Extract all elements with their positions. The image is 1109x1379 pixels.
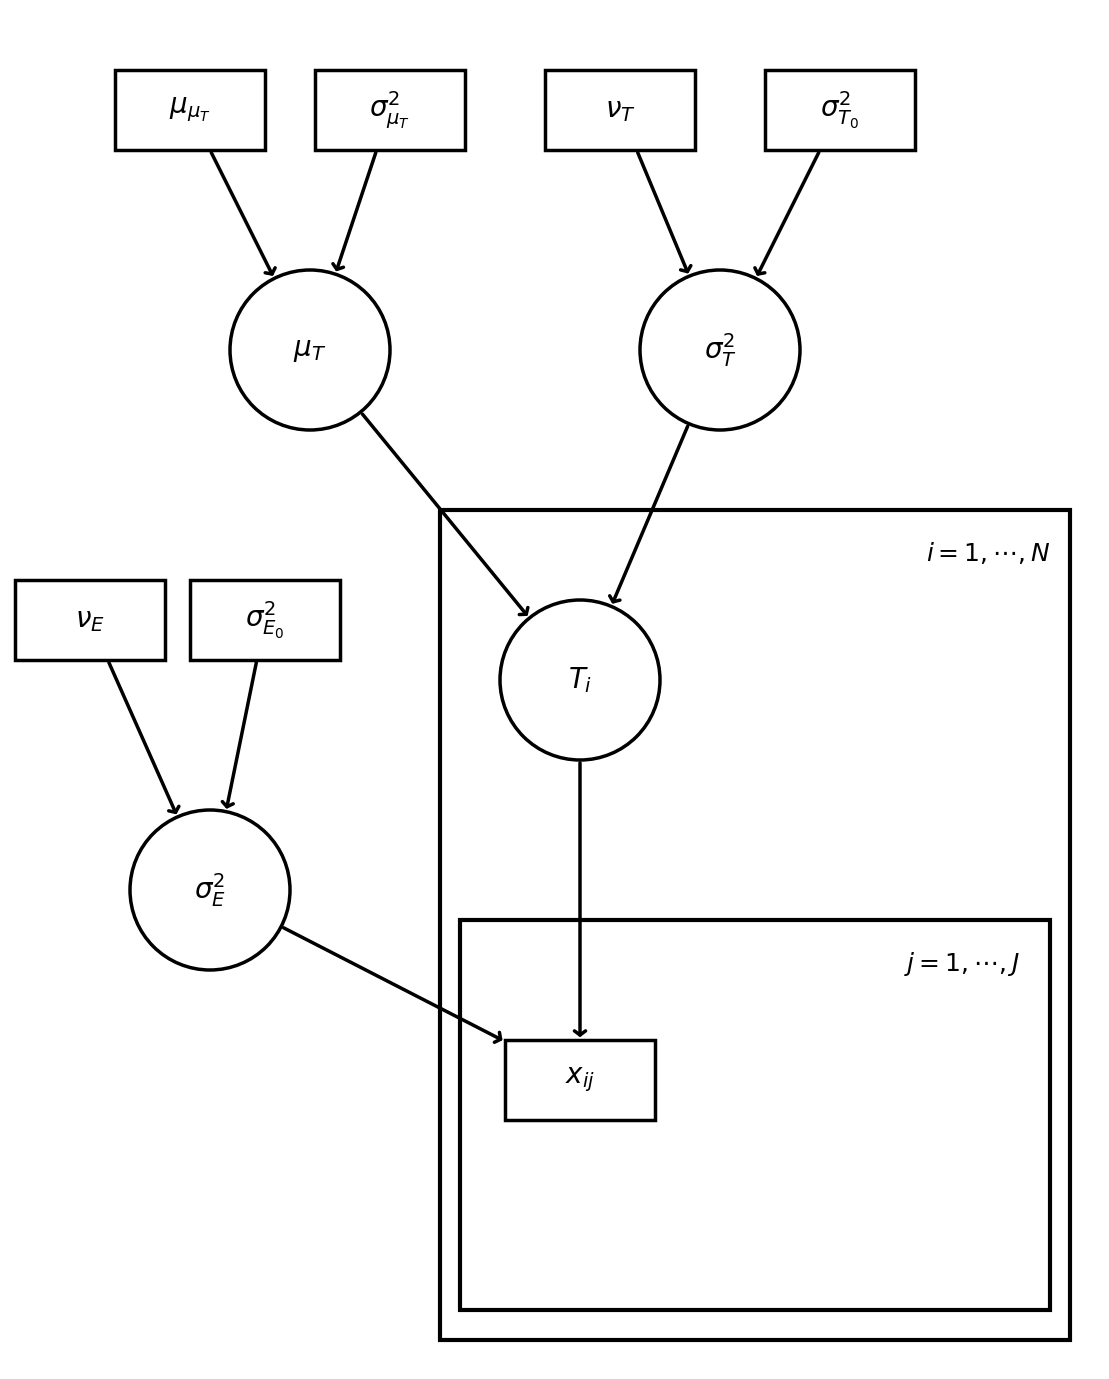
Bar xyxy=(765,70,915,150)
Bar xyxy=(115,70,265,150)
Text: $T_i$: $T_i$ xyxy=(568,665,592,695)
Circle shape xyxy=(500,600,660,760)
Text: $\mu_T$: $\mu_T$ xyxy=(294,336,326,364)
Circle shape xyxy=(130,809,289,969)
Text: $x_{ij}$: $x_{ij}$ xyxy=(564,1066,594,1095)
Circle shape xyxy=(230,270,390,430)
Bar xyxy=(315,70,465,150)
Text: $\sigma^2_{\mu_T}$: $\sigma^2_{\mu_T}$ xyxy=(369,90,410,131)
Bar xyxy=(505,1040,655,1120)
Text: $\sigma^2_E$: $\sigma^2_E$ xyxy=(194,872,226,909)
Bar xyxy=(16,581,165,661)
Text: $\sigma^2_{T_0}$: $\sigma^2_{T_0}$ xyxy=(821,90,859,131)
Text: $i = 1, \cdots, N$: $i = 1, \cdots, N$ xyxy=(926,541,1050,565)
Text: $j = 1, \cdots, J$: $j = 1, \cdots, J$ xyxy=(904,950,1020,978)
Text: $\sigma^2_{E_0}$: $\sigma^2_{E_0}$ xyxy=(245,600,285,641)
Text: $\sigma^2_T$: $\sigma^2_T$ xyxy=(703,331,736,370)
Text: $\nu_E$: $\nu_E$ xyxy=(75,607,105,633)
Text: $\mu_{\mu_T}$: $\mu_{\mu_T}$ xyxy=(170,95,211,124)
Bar xyxy=(460,920,1050,1310)
Bar xyxy=(545,70,695,150)
Circle shape xyxy=(640,270,800,430)
Text: $\nu_T$: $\nu_T$ xyxy=(604,97,635,124)
Bar xyxy=(190,581,340,661)
Bar xyxy=(440,510,1070,1340)
